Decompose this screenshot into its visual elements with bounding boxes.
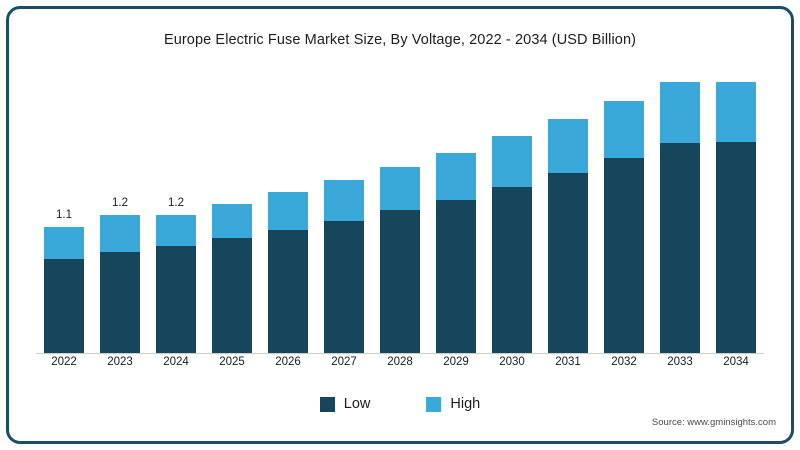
plot-area: 1.1 1.2 1.2 bbox=[36, 72, 764, 354]
legend-swatch-icon bbox=[319, 396, 335, 412]
bar-segment-high[interactable] bbox=[100, 215, 140, 253]
bar-segment-high[interactable] bbox=[324, 180, 364, 221]
x-axis-tick-label: 2032 bbox=[611, 356, 637, 368]
bar-column[interactable]: 1.2 bbox=[156, 82, 196, 354]
bar-segment-high[interactable] bbox=[212, 203, 252, 239]
bar-segment-high[interactable] bbox=[156, 215, 196, 247]
x-axis-tick-label: 2029 bbox=[443, 356, 469, 368]
bar-column[interactable] bbox=[604, 82, 644, 354]
legend-label: High bbox=[450, 396, 481, 412]
bar-segment-low[interactable] bbox=[212, 238, 252, 354]
x-axis-tick-label: 2026 bbox=[275, 356, 301, 368]
x-axis-line bbox=[36, 353, 764, 354]
bar-column[interactable] bbox=[436, 82, 476, 354]
bar-column[interactable] bbox=[268, 82, 308, 354]
source-text: Source: www.gminsights.com bbox=[651, 417, 776, 428]
x-axis-tick-label: 2027 bbox=[331, 356, 357, 368]
bar-segment-high[interactable] bbox=[380, 166, 420, 211]
bar-segment-low[interactable] bbox=[100, 252, 140, 354]
legend-item[interactable]: Low bbox=[319, 396, 371, 412]
bar-segment-high[interactable] bbox=[660, 82, 700, 144]
legend-item[interactable]: High bbox=[426, 396, 480, 412]
bar-segment-low[interactable] bbox=[604, 158, 644, 354]
bar-segment-low[interactable] bbox=[156, 246, 196, 354]
x-axis-tick-label: 2028 bbox=[387, 356, 413, 368]
bar-segment-high[interactable] bbox=[492, 136, 532, 188]
chart-title: Europe Electric Fuse Market Size, By Vol… bbox=[163, 32, 637, 48]
bar-segment-low[interactable] bbox=[660, 143, 700, 354]
bar-column[interactable]: 1.1 bbox=[44, 82, 84, 354]
bar-segment-high[interactable] bbox=[548, 119, 588, 174]
bar-segment-high[interactable] bbox=[436, 152, 476, 201]
bar-segment-high[interactable] bbox=[716, 82, 756, 143]
x-axis-tick-label: 2031 bbox=[555, 356, 581, 368]
bar-segment-high[interactable] bbox=[44, 226, 84, 260]
bar-segment-low[interactable] bbox=[44, 259, 84, 354]
bar-column[interactable]: 1.2 bbox=[100, 82, 140, 354]
x-axis-tick-label: 2033 bbox=[667, 356, 693, 368]
bar-value-label: 1.1 bbox=[56, 208, 72, 221]
x-axis-labels: 2022 2023 2024 2025 2026 2027 2028 2029 2030 2031… bbox=[36, 356, 764, 368]
bar-value-label: 1.2 bbox=[112, 197, 128, 210]
bar-value-label: 1.2 bbox=[168, 197, 184, 210]
bar-column[interactable] bbox=[492, 82, 532, 354]
bar-group: 1.1 1.2 1.2 bbox=[36, 82, 764, 354]
bar-segment-low[interactable] bbox=[436, 200, 476, 354]
bar-segment-low[interactable] bbox=[716, 142, 756, 354]
bar-segment-high[interactable] bbox=[604, 100, 644, 159]
bar-segment-low[interactable] bbox=[380, 210, 420, 354]
x-axis-tick-label: 2025 bbox=[219, 356, 245, 368]
bar-column[interactable] bbox=[212, 82, 252, 354]
bar-segment-high[interactable] bbox=[268, 191, 308, 231]
x-axis-tick-label: 2030 bbox=[499, 356, 525, 368]
bar-column[interactable] bbox=[660, 82, 700, 354]
x-axis-tick-label: 2023 bbox=[107, 356, 133, 368]
legend-swatch-icon bbox=[426, 396, 442, 412]
legend-label: Low bbox=[343, 396, 371, 412]
chart-legend: Low High bbox=[0, 396, 800, 412]
bar-segment-low[interactable] bbox=[492, 187, 532, 354]
bar-column[interactable] bbox=[324, 82, 364, 354]
x-axis-tick-label: 2024 bbox=[163, 356, 189, 368]
bar-column[interactable] bbox=[548, 82, 588, 354]
x-axis-tick-label: 2034 bbox=[723, 356, 749, 368]
bar-column[interactable] bbox=[716, 82, 756, 354]
bar-segment-low[interactable] bbox=[548, 173, 588, 354]
x-axis-tick-label: 2022 bbox=[51, 356, 77, 368]
bar-segment-low[interactable] bbox=[324, 220, 364, 354]
bar-segment-low[interactable] bbox=[268, 230, 308, 354]
bar-column[interactable] bbox=[380, 82, 420, 354]
